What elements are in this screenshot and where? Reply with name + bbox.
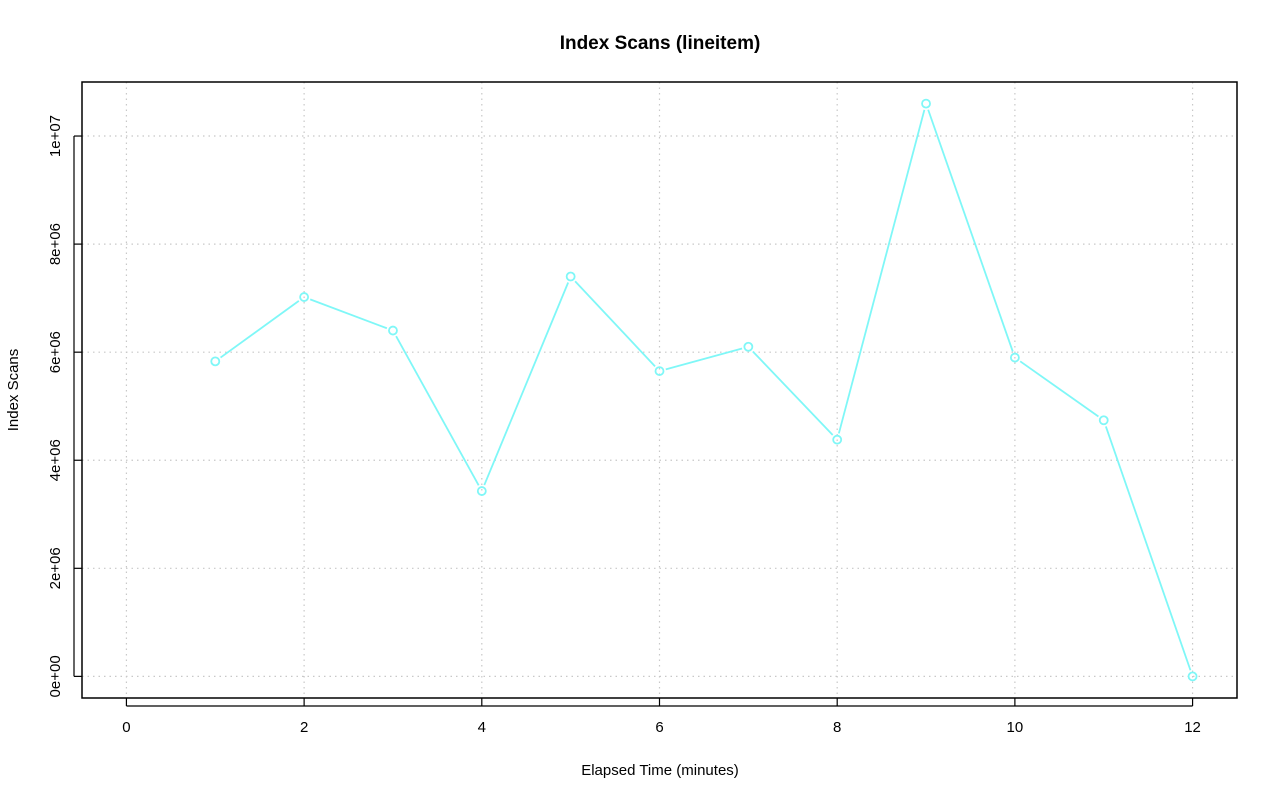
data-point [210,356,221,367]
x-tick-label: 2 [300,719,308,736]
data-point [299,292,310,302]
data-point [1009,352,1020,363]
data-point [1098,415,1109,426]
x-tick-label: 4 [478,719,486,736]
grid-lines [82,82,1237,698]
series-layer [210,98,1198,682]
y-tick-label: 4e+06 [47,439,64,481]
y-tick-label: 8e+06 [47,223,64,265]
series-line-segment [1105,426,1192,671]
x-axis: 0 2 4 6 8 10 12 [122,698,1201,736]
x-tick-label: 6 [655,719,663,736]
series-line-segment [752,350,834,436]
x-tick-label: 12 [1184,719,1201,736]
series-line-segment [1019,360,1099,418]
data-point [388,325,398,336]
y-tick-label: 1e+07 [47,115,64,157]
data-point [743,341,754,352]
data-point [476,486,487,496]
y-tick-label: 0e+00 [47,655,64,697]
chart-title: Index Scans (lineitem) [560,33,761,54]
series-line-segment [574,280,656,367]
series-line-segment [309,298,388,330]
data-point [654,366,665,376]
data-point [1187,671,1198,682]
data-point [832,434,843,445]
data-point [921,98,931,109]
series-line-segment [665,347,743,371]
series-line-segment [395,335,480,486]
x-tick-label: 8 [833,719,841,736]
series-line-segment [220,300,300,359]
series-line-segment [837,109,926,434]
x-axis-label: Elapsed Time (minutes) [581,762,739,779]
y-axis: 0e+00 2e+06 4e+06 6e+06 8e+06 1e+07 [47,115,82,697]
x-tick-label: 10 [1007,719,1024,736]
series-line-segment [483,282,569,486]
y-tick-label: 6e+06 [47,331,64,373]
data-point [565,271,576,282]
x-tick-label: 0 [122,719,130,736]
series-line-segment [927,109,1014,352]
y-tick-label: 2e+06 [47,547,64,589]
y-axis-label: Index Scans [5,349,22,432]
